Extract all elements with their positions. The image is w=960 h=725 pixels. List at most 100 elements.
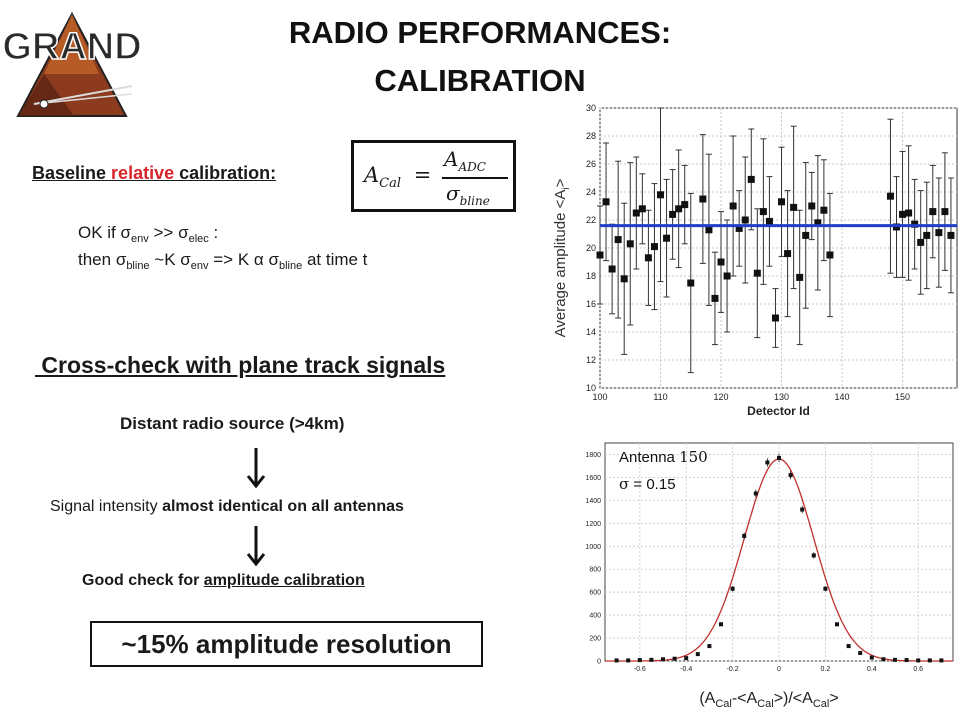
y-tick-label: 600 xyxy=(589,590,601,597)
data-point xyxy=(846,644,851,649)
formula-numerator: AADC xyxy=(444,147,486,174)
data-point xyxy=(753,269,761,277)
y-tick-label: 12 xyxy=(586,355,596,365)
baseline-prefix: Baseline xyxy=(32,163,112,183)
y-tick-label: 1800 xyxy=(585,452,601,459)
data-point xyxy=(869,655,874,660)
data-point xyxy=(916,658,921,663)
data-point xyxy=(661,657,665,662)
x-axis-label: (ACal-<ACal>)/<ACal> xyxy=(699,690,838,710)
data-point xyxy=(814,219,822,227)
formula-box: ACal = AADC σbline xyxy=(351,140,516,212)
data-point xyxy=(788,473,793,478)
data-point xyxy=(681,201,689,209)
data-point xyxy=(620,275,628,283)
data-point xyxy=(649,657,654,662)
data-point xyxy=(835,622,839,627)
data-point xyxy=(675,205,683,213)
data-point xyxy=(886,192,894,200)
x-tick-label: -0.4 xyxy=(680,666,692,673)
good-check-text: Good check for amplitude calibration xyxy=(82,572,365,589)
x-tick-label: 0 xyxy=(777,666,781,673)
y-tick-label: 10 xyxy=(586,383,596,393)
data-point xyxy=(742,533,747,538)
data-point xyxy=(730,586,735,591)
data-point xyxy=(602,198,610,206)
data-point xyxy=(881,657,886,662)
distribution-chart: 0 200 400 600 800 1000 1200 1400 1600 1800 -0.6 -0.… xyxy=(570,435,960,720)
fraction-bar xyxy=(442,177,508,179)
data-point xyxy=(638,205,646,213)
amplitude-chart-svg: 10 12 14 16 18 20 22 24 26 28 30 100 110 120 130 140 150… xyxy=(552,103,958,418)
y-tick-label: 22 xyxy=(586,215,596,225)
data-point xyxy=(695,652,700,657)
baseline-heading: Baseline relative calibration: xyxy=(32,163,276,184)
y-tick-label: 18 xyxy=(586,271,596,281)
data-point xyxy=(747,175,755,183)
data-point xyxy=(796,273,804,281)
data-point xyxy=(811,553,816,558)
x-tick-label: -0.6 xyxy=(634,666,646,673)
y-tick-label: 26 xyxy=(586,159,596,169)
data-point xyxy=(802,231,810,239)
y-tick-label: 20 xyxy=(586,243,596,253)
x-tick-label: 0.6 xyxy=(913,666,923,673)
baseline-suffix: calibration: xyxy=(174,163,277,183)
y-tick-label: 1600 xyxy=(585,475,601,482)
data-point xyxy=(917,238,925,246)
y-tick-label: 16 xyxy=(586,299,596,309)
x-tick-label: 140 xyxy=(835,392,850,402)
y-tick-label: 800 xyxy=(589,567,601,574)
formula-denominator: σbline xyxy=(446,181,490,208)
data-point xyxy=(719,622,723,627)
y-tick-label: 1400 xyxy=(585,498,601,505)
y-tick-label: 400 xyxy=(589,613,601,620)
y-tick-label: 1000 xyxy=(585,544,601,551)
data-point xyxy=(650,243,658,251)
y-tick-label: 28 xyxy=(586,131,596,141)
data-point xyxy=(741,216,749,224)
data-point xyxy=(608,265,616,273)
grand-logo: GRAND xyxy=(2,4,142,124)
x-tick-label: -0.2 xyxy=(727,666,739,673)
distribution-chart-svg: 0 200 400 600 800 1000 1200 1400 1600 1800 -0.6 -0.… xyxy=(585,442,954,710)
data-point xyxy=(717,258,725,266)
data-point xyxy=(929,208,937,216)
distant-source-text: Distant radio source (>4km) xyxy=(120,414,345,433)
down-arrow-icon xyxy=(246,526,266,567)
data-point xyxy=(927,658,932,663)
data-point xyxy=(808,202,816,210)
data-point xyxy=(626,658,631,663)
data-point xyxy=(826,251,834,259)
data-point xyxy=(723,272,731,280)
legend-antenna: Antenna 150 xyxy=(619,448,708,466)
data-point xyxy=(753,491,758,496)
y-tick-label: 30 xyxy=(586,103,596,113)
data-point xyxy=(687,279,695,287)
x-tick-label: 120 xyxy=(714,392,729,402)
x-tick-label: 0.4 xyxy=(867,666,877,673)
data-point xyxy=(765,217,773,225)
data-point xyxy=(939,658,944,663)
x-axis-label: Detector Id xyxy=(747,404,810,418)
data-point xyxy=(893,657,897,662)
data-point xyxy=(778,198,786,206)
down-arrow-icon xyxy=(246,448,266,489)
x-tick-label: 100 xyxy=(592,392,607,402)
amplitude-chart: 10 12 14 16 18 20 22 24 26 28 30 100 110 120 130 140 150… xyxy=(545,100,960,430)
data-point xyxy=(820,206,828,214)
y-tick-label: 24 xyxy=(586,187,596,197)
data-point xyxy=(614,236,622,244)
data-point xyxy=(735,224,743,232)
data-point xyxy=(596,251,604,259)
x-tick-label: 150 xyxy=(895,392,910,402)
formula-lhs: ACal = xyxy=(364,163,432,191)
logo-text: GRAND xyxy=(4,26,140,68)
signal-intensity-text: Signal intensity almost identical on all… xyxy=(50,498,404,515)
x-tick-label: 0.2 xyxy=(821,666,831,673)
y-tick-label: 0 xyxy=(597,659,601,666)
data-point xyxy=(800,507,805,512)
data-point xyxy=(771,314,779,322)
data-point xyxy=(765,460,770,465)
data-point xyxy=(905,209,913,217)
